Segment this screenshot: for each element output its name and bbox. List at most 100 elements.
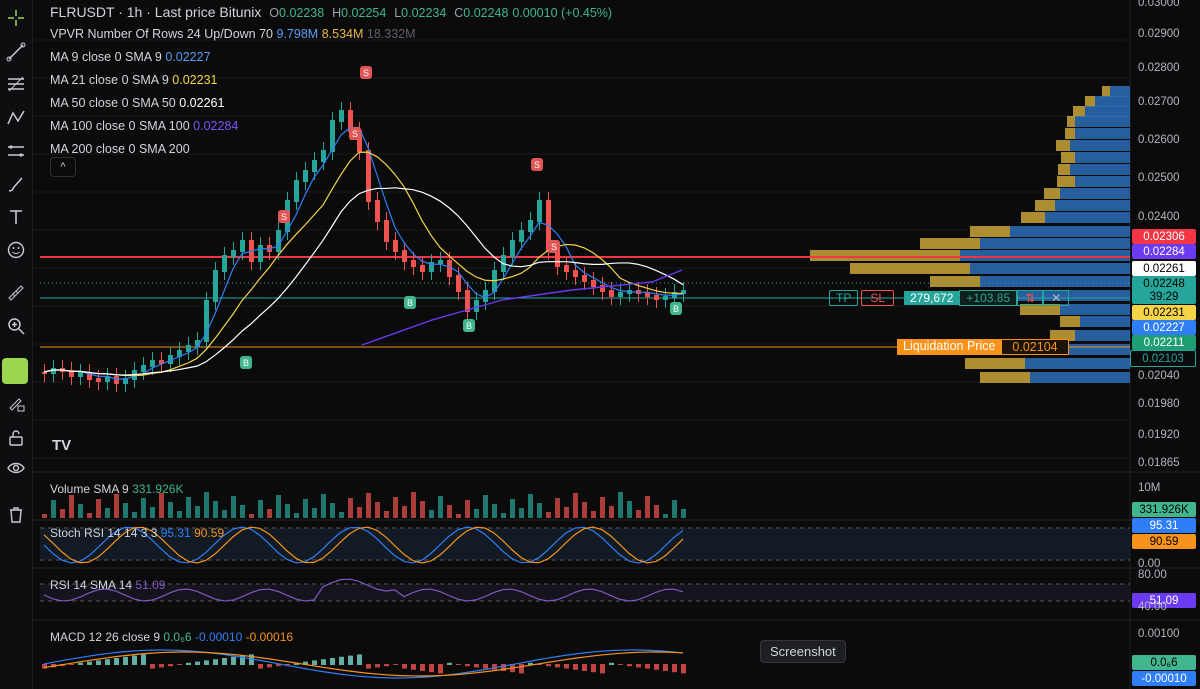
vpvr-down-bar [980, 372, 1030, 383]
stoch-legend[interactable]: Stoch RSI 14 14 3 3 95.31 90.59 [50, 526, 224, 540]
emoji-icon[interactable] [4, 238, 28, 262]
volume-label: Volume SMA 9 [50, 482, 129, 496]
macd-histogram-bar [213, 659, 218, 665]
price-tag: 0.02227 [1132, 320, 1196, 335]
rsi-legend[interactable]: RSI 14 SMA 14 51.09 [50, 578, 165, 592]
vpvr-up-bar [1070, 140, 1130, 151]
legend-ma50[interactable]: MA 50 close 0 SMA 50 0.02261 [50, 96, 224, 110]
sell-marker-label: S [363, 68, 369, 78]
candle-body [564, 265, 569, 272]
candle-body [294, 180, 299, 202]
price-tag: 0.02261 [1132, 261, 1196, 276]
volume-bar [222, 510, 227, 518]
low-value: 0.02234 [401, 6, 447, 20]
volume-bar [546, 512, 551, 518]
rsi-axis-lo: 40.00 [1138, 601, 1167, 613]
macd-tag: -0.00010 [1132, 671, 1196, 686]
trash-icon[interactable] [4, 503, 28, 527]
fib-icon[interactable] [4, 72, 28, 96]
reverse-icon[interactable]: ⇅ [1017, 290, 1044, 306]
vpvr-up-bar [1085, 106, 1130, 117]
vpvr-up-bar [1095, 96, 1130, 107]
vpvr-down-bar [1057, 176, 1075, 187]
lock-drawing-icon[interactable] [4, 392, 28, 416]
buy-marker [404, 296, 416, 309]
sell-marker [360, 66, 372, 79]
candle-body [456, 275, 461, 292]
volume-bar [123, 503, 128, 518]
volume-bar [285, 504, 290, 518]
pattern-icon[interactable] [4, 106, 28, 130]
candle-body [240, 240, 245, 252]
vpvr-down-bar [1020, 304, 1060, 315]
vpvr-down-bar [965, 358, 1025, 369]
rsi-value: 51.09 [135, 578, 166, 592]
legend-collapse-button[interactable]: ^ [50, 157, 76, 177]
ruler-icon[interactable] [4, 281, 28, 305]
candle-body [159, 360, 164, 364]
candle-body [231, 250, 236, 257]
stoch-axis-tick: 0.00 [1138, 558, 1161, 570]
price-tag: 0.02306 [1132, 229, 1196, 244]
candle-body [366, 150, 371, 202]
macd-histogram-bar [204, 660, 209, 665]
lock-icon[interactable] [4, 426, 28, 450]
vpvr-up: 9.798M [276, 27, 319, 41]
stoch-band [40, 528, 1130, 560]
trendline-icon[interactable] [4, 40, 28, 64]
volume-bar [105, 508, 110, 518]
vpvr-down-bar [1065, 128, 1075, 139]
macd-histogram-bar [600, 664, 605, 674]
sl-button[interactable]: SL [861, 290, 895, 306]
macd-legend[interactable]: MACD 12 26 close 9 0.0₆6 -0.00010 -0.000… [50, 630, 293, 644]
price-tag: 0.02248 [1132, 276, 1196, 291]
volume-bar [654, 505, 659, 518]
brush-icon[interactable] [4, 172, 28, 196]
stoch-label: Stoch RSI 14 14 3 3 [50, 526, 158, 540]
macd-histogram-bar [492, 664, 497, 670]
symbol-name[interactable]: FLRUSDT [50, 4, 115, 20]
eye-icon[interactable] [4, 456, 28, 480]
text-icon[interactable] [4, 205, 28, 229]
position-qty[interactable]: 279,672 [904, 291, 960, 305]
volume-bar [519, 508, 524, 518]
legend-ma200[interactable]: MA 200 close 0 SMA 200 [50, 142, 190, 156]
macd-histogram-bar [123, 656, 128, 665]
ma9-label: MA 9 close 0 SMA 9 [50, 50, 162, 64]
tp-button[interactable]: TP [829, 290, 859, 306]
legend-vpvr[interactable]: VPVR Number Of Rows 24 Up/Down 70 9.798M… [50, 27, 416, 41]
interval[interactable]: · 1h · [118, 4, 151, 20]
position-bar: TP SL 279,672 +103.85 ⇅ ✕ [829, 290, 1070, 306]
legend-ma9[interactable]: MA 9 close 0 SMA 9 0.02227 [50, 50, 211, 64]
channel-icon[interactable] [4, 139, 28, 163]
ma21-label: MA 21 close 0 SMA 9 [50, 73, 169, 87]
legend-ma100[interactable]: MA 100 close 0 SMA 100 0.02284 [50, 119, 238, 133]
vpvr-down-bar [1050, 330, 1075, 341]
price-tick: 0.02800 [1138, 62, 1180, 74]
vpvr-down-bar [810, 250, 960, 261]
price-tag: 39:29 [1132, 289, 1196, 304]
macd-histogram-bar [654, 664, 659, 670]
volume-bar [267, 509, 272, 518]
vpvr-down-bar [930, 276, 980, 287]
candle-body [510, 240, 515, 257]
ma100-line [361, 269, 683, 346]
candle-body [222, 255, 227, 272]
close-position-icon[interactable]: ✕ [1043, 290, 1070, 306]
zoom-icon[interactable] [4, 314, 28, 338]
legend-ma21[interactable]: MA 21 close 0 SMA 9 0.02231 [50, 73, 217, 87]
candle-body [591, 280, 596, 287]
crosshair-icon[interactable] [4, 6, 28, 30]
vpvr-up-bar [1080, 316, 1130, 327]
magnet-icon[interactable] [2, 358, 28, 384]
stoch-d: 90.59 [194, 526, 225, 540]
candle-body [42, 372, 47, 374]
candle-body [303, 170, 308, 182]
macd-histogram-bar [303, 661, 308, 665]
volume-bar [96, 499, 101, 518]
macd-histogram-bar [474, 664, 479, 668]
candle-body [681, 290, 686, 294]
volume-bar [249, 514, 254, 518]
vpvr-up-bar [980, 238, 1130, 249]
volume-legend[interactable]: Volume SMA 9 331.926K [50, 482, 183, 496]
